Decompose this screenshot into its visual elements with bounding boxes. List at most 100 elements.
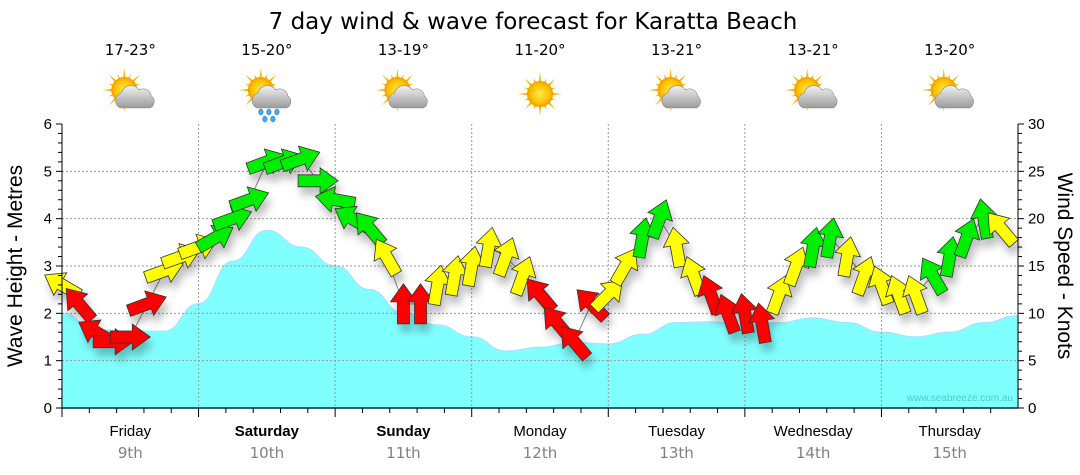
day-name: Friday — [109, 423, 151, 440]
day-date: 15th — [932, 444, 966, 462]
grid-lines — [62, 124, 1018, 408]
wind-arrow — [441, 255, 469, 297]
day-label-group: Monday 12th — [513, 423, 567, 462]
y-left-tick-label: 6 — [44, 116, 52, 133]
day-date: 10th — [250, 444, 284, 462]
watermark: www.seabreeze.com.au — [906, 393, 1013, 404]
sunny-icon — [518, 72, 562, 116]
sun-ray — [375, 88, 387, 92]
sun-ray — [102, 88, 114, 92]
rain-drop — [266, 108, 272, 116]
day-label-group: Tuesday 13th — [648, 423, 705, 462]
sun-ray — [942, 68, 946, 80]
partly-cloudy-icon — [375, 68, 428, 112]
wind-arrow — [406, 283, 435, 325]
daily-forecast: 17-23° — [102, 41, 156, 112]
temperature-range: 11-20° — [514, 41, 565, 59]
wind-arrow — [389, 283, 418, 325]
wind-arrow — [731, 292, 759, 335]
wind-arrow — [194, 224, 234, 254]
y-right-tick-label: 5 — [1028, 353, 1036, 370]
partly-cloudy-icon — [102, 68, 155, 112]
wind-arrow — [211, 205, 253, 232]
daily-forecast: 13-19° — [375, 41, 429, 112]
sun-ray — [538, 104, 542, 116]
wind-arrow — [65, 288, 98, 324]
wind-arrow — [609, 248, 639, 287]
wind-arrow — [816, 217, 845, 259]
plot-area: www.seabreeze.com.au — [44, 124, 1019, 409]
day-date: 9th — [118, 444, 143, 462]
y-left-tick-label: 2 — [44, 305, 52, 322]
day-labels: Friday 9th Saturday 10th Sunday 11th Monday 12t… — [109, 423, 981, 462]
y-right-tick-label: 15 — [1028, 258, 1045, 275]
cloud — [798, 85, 838, 109]
wind-arrow — [589, 279, 623, 314]
rain-drop — [270, 115, 276, 123]
day-label-group: Wednesday 14th — [774, 423, 853, 462]
temperature-range: 13-20° — [924, 41, 975, 59]
wind-arrow — [987, 212, 1019, 248]
cloud — [934, 85, 974, 109]
wind-arrow — [509, 256, 537, 297]
temperature-range: 15-20° — [241, 41, 292, 59]
temperature-range: 13-21° — [788, 41, 839, 59]
day-name: Monday — [513, 423, 567, 440]
y-left-tick-label: 0 — [44, 400, 52, 417]
temperature-range: 13-21° — [651, 41, 702, 59]
sun-ray — [785, 88, 797, 92]
wave-height-area — [61, 229, 1019, 409]
axes: 0 1 2 3 4 5 6 0 5 10 15 20 25 30 — [44, 116, 1045, 417]
sun-ray — [921, 88, 933, 92]
y-right-tick-label: 0 — [1028, 400, 1036, 417]
sun-ray — [538, 72, 542, 84]
sun-ray — [238, 88, 250, 92]
wind-arrow — [902, 274, 929, 316]
wind-arrow — [279, 145, 321, 173]
wind-arrow — [228, 186, 270, 213]
wind-arrow — [109, 323, 151, 351]
daily-forecast: 13-21° — [648, 41, 702, 112]
cloud — [661, 85, 701, 109]
sun-ray — [122, 68, 126, 80]
day-label-group: Sunday 11th — [376, 423, 431, 462]
day-label-group: Saturday 10th — [235, 423, 300, 462]
wind-arrow — [314, 185, 357, 214]
sun-ray — [550, 92, 562, 96]
temperature-range: 17-23° — [105, 41, 156, 59]
day-name: Saturday — [235, 423, 300, 440]
y-right-tick-label: 10 — [1028, 305, 1045, 322]
day-label-group: Thursday 15th — [918, 423, 981, 462]
wind-arrow — [125, 290, 167, 317]
wind-arrow — [766, 274, 793, 316]
sun-ray — [805, 68, 809, 80]
day-label-group: Friday 9th — [109, 423, 151, 462]
sun-ray — [518, 92, 530, 96]
day-date: 13th — [659, 444, 693, 462]
cloud — [251, 85, 292, 109]
wind-arrow — [646, 199, 673, 241]
y-left-tick-label: 3 — [44, 258, 52, 275]
wind-arrows — [44, 145, 1019, 362]
wind-arrow — [475, 226, 503, 269]
day-date: 11th — [386, 444, 420, 462]
wind-arrow — [885, 274, 912, 316]
showers-icon — [238, 68, 292, 123]
daily-forecast: 11-20° — [514, 41, 566, 116]
wind-arrow — [373, 238, 403, 278]
day-name: Tuesday — [648, 423, 705, 440]
daily-forecast: 13-21° — [785, 41, 839, 112]
sun-disc — [527, 81, 553, 107]
partly-cloudy-icon — [785, 68, 838, 112]
wind-arrow — [714, 293, 741, 335]
wind-arrow — [953, 218, 981, 259]
cloud — [115, 85, 155, 109]
wind-arrow — [297, 167, 339, 195]
wind-arrow — [560, 325, 593, 362]
temperature-range: 13-19° — [378, 41, 429, 59]
partly-cloudy-icon — [921, 68, 974, 112]
rain-drop — [258, 108, 264, 116]
y-left-tick-label: 1 — [44, 353, 52, 370]
daily-forecast: 13-20° — [921, 41, 975, 112]
